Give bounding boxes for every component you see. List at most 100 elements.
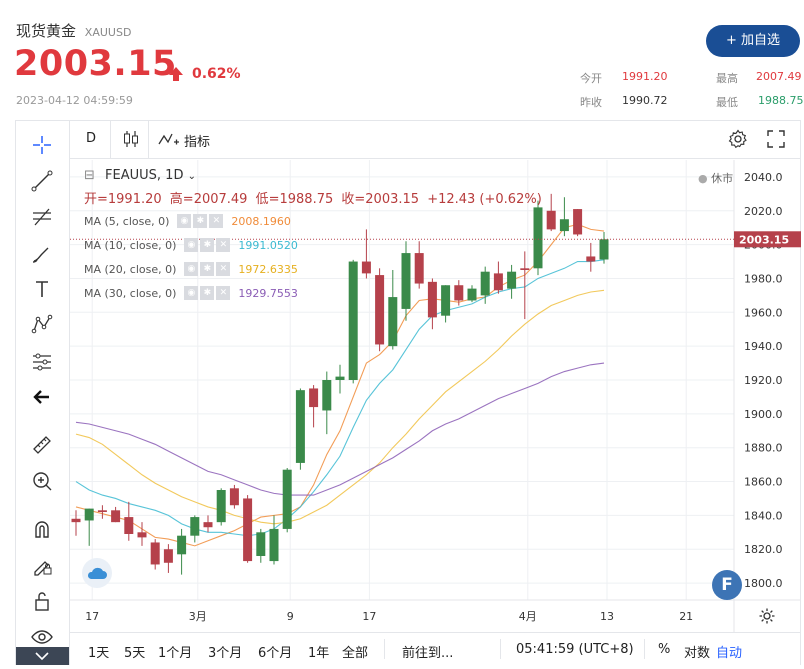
divider xyxy=(644,639,645,659)
candle-body xyxy=(269,528,279,562)
ma-controls[interactable]: ◉ ✱ ✕ xyxy=(184,286,232,300)
time-settings-gear-icon[interactable] xyxy=(758,607,776,625)
candle-type-icon[interactable] xyxy=(122,129,140,149)
change-value: +12.43 (+0.62%) xyxy=(427,192,542,207)
magnet-icon[interactable] xyxy=(27,514,57,544)
ma-label: MA (5, close, 0) xyxy=(84,214,170,228)
range-3m[interactable]: 3个月 xyxy=(208,646,243,661)
chevron-down-icon[interactable]: ⌄ xyxy=(187,171,196,182)
market-status: ● 休市 xyxy=(698,170,733,186)
market-status-label: 休市 xyxy=(711,172,734,185)
price-axis: 1800.0 1820.0 1840.0 1860.0 1880.0 1900.0 1920… xyxy=(734,171,801,590)
candle-body xyxy=(282,469,292,529)
close-icon: ✕ xyxy=(216,262,231,276)
candle-body xyxy=(348,261,358,380)
gear-icon: ✱ xyxy=(200,286,215,300)
ma-20-row[interactable]: MA (20, close, 0) ◉ ✱ ✕ 1972.6335 xyxy=(84,262,298,276)
ma-controls[interactable]: ◉ ✱ ✕ xyxy=(184,238,232,252)
prediction-icon[interactable] xyxy=(27,346,57,376)
lock-drawing-icon[interactable] xyxy=(27,550,57,580)
price-tick-label: 1980.0 xyxy=(744,272,783,285)
eye-icon[interactable] xyxy=(27,622,57,652)
percent-scale-toggle[interactable]: % xyxy=(658,642,671,657)
range-1d[interactable]: 1天 xyxy=(88,646,110,661)
price-chart[interactable]: 1800.0 1820.0 1840.0 1860.0 1880.0 1900.0 1920… xyxy=(70,160,801,632)
candle-body xyxy=(177,535,187,555)
text-tool-icon[interactable] xyxy=(27,274,57,304)
candle-body xyxy=(520,268,530,270)
ma-controls[interactable]: ◉ ✱ ✕ xyxy=(177,214,225,228)
collapse-legend-icon[interactable]: ⊟ xyxy=(84,168,95,183)
price-tick-label: 1880.0 xyxy=(744,442,783,455)
back-arrow-icon[interactable] xyxy=(27,382,57,412)
open-value: 开=1991.20 xyxy=(84,192,162,207)
settings-gear-icon[interactable] xyxy=(728,129,748,149)
candle-body xyxy=(427,281,437,318)
ma-line xyxy=(75,289,605,525)
close-icon: ✕ xyxy=(216,286,231,300)
time-tick-label: 17 xyxy=(85,610,99,623)
candle-body xyxy=(150,542,160,565)
close-icon: ✕ xyxy=(209,214,224,228)
goto-date-button[interactable]: 前往到... xyxy=(402,646,454,661)
price-tick-label: 1960.0 xyxy=(744,306,783,319)
time-tick-label: 17 xyxy=(362,610,376,623)
candle-body xyxy=(309,388,319,408)
lock-icon[interactable] xyxy=(27,586,57,616)
ma-5-row[interactable]: MA (5, close, 0) ◉ ✱ ✕ 2008.1960 xyxy=(84,214,291,228)
ma-30-row[interactable]: MA (30, close, 0) ◉ ✱ ✕ 1929.7553 xyxy=(84,286,298,300)
clock-timezone[interactable]: 05:41:59 (UTC+8) xyxy=(516,642,634,657)
candle-body xyxy=(375,275,385,345)
collapse-toolbar-button[interactable] xyxy=(16,647,69,665)
candle-body xyxy=(243,498,253,562)
ma-controls[interactable]: ◉ ✱ ✕ xyxy=(184,262,232,276)
chart-grid xyxy=(70,160,801,632)
prev-close-label: 昨收 xyxy=(580,96,602,109)
fullscreen-icon[interactable] xyxy=(766,129,786,149)
log-scale-toggle[interactable]: 对数 xyxy=(684,646,711,661)
open-stat: 今开 1991.20 xyxy=(580,70,668,86)
ma-label: MA (20, close, 0) xyxy=(84,262,177,276)
high-value: 高=2007.49 xyxy=(169,192,248,207)
range-1m[interactable]: 1个月 xyxy=(158,646,193,661)
divider xyxy=(110,120,111,159)
brush-icon[interactable] xyxy=(27,238,57,268)
chart-toolbar: D 指标 xyxy=(70,120,801,159)
candle-body xyxy=(361,261,371,274)
instrument-title: 现货黄金 xyxy=(16,22,77,40)
candle-body xyxy=(507,271,517,289)
candle-body xyxy=(216,490,226,523)
zoom-in-icon[interactable] xyxy=(27,466,57,496)
low-stat: 最低 1988.75 xyxy=(716,94,804,110)
up-arrow-icon xyxy=(169,67,183,81)
symbol-interval[interactable]: FEAUUS, 1D xyxy=(105,168,184,183)
trendline-icon[interactable] xyxy=(27,166,57,196)
candle-body xyxy=(111,510,121,523)
ruler-icon[interactable] xyxy=(27,430,57,460)
range-5d[interactable]: 5天 xyxy=(124,646,146,661)
range-6m[interactable]: 6个月 xyxy=(258,646,293,661)
add-watchlist-button[interactable]: + 加自选 xyxy=(706,25,800,57)
pattern-icon[interactable] xyxy=(27,310,57,340)
quote-header: 现货黄金 XAUUSD 2003.15 0.62% 2023-04-12 04:… xyxy=(0,0,804,120)
ma-10-row[interactable]: MA (10, close, 0) ◉ ✱ ✕ 1991.0520 xyxy=(84,238,298,252)
chart-legend: ⊟ FEAUUS, 1D ⌄ xyxy=(84,168,196,183)
candle-body xyxy=(401,253,411,309)
auto-scale-toggle[interactable]: 自动 xyxy=(716,646,743,661)
fib-icon[interactable] xyxy=(27,202,57,232)
ma-label: MA (10, close, 0) xyxy=(84,238,177,252)
indicators-button[interactable]: 指标 xyxy=(184,135,211,150)
interval-select[interactable]: D xyxy=(86,131,97,146)
candles xyxy=(70,193,734,575)
prev-close-value: 1990.72 xyxy=(622,94,668,107)
candle-body xyxy=(467,288,477,301)
candle-body xyxy=(335,376,345,380)
crosshair-icon[interactable] xyxy=(27,130,57,160)
candle-body xyxy=(599,239,609,260)
range-1y[interactable]: 1年 xyxy=(308,646,330,661)
change-percent: 0.62% xyxy=(192,66,241,82)
candle-body xyxy=(203,522,213,528)
ohlc-values: 开=1991.20 高=2007.49 低=1988.75 收=2003.15 … xyxy=(84,188,546,207)
range-all[interactable]: 全部 xyxy=(342,646,369,661)
time-tick-label: 9 xyxy=(287,610,294,623)
